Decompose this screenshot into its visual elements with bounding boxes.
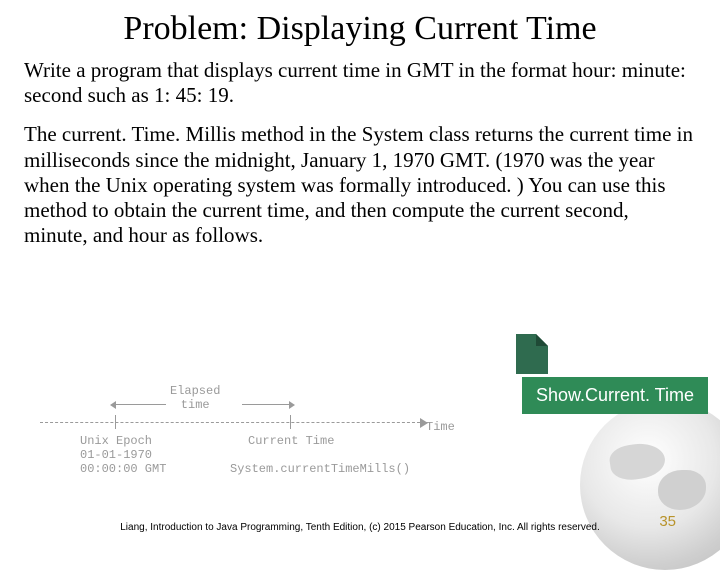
slide: Problem: Displaying Current Time Write a…	[0, 0, 720, 540]
elapsed-arrow-left	[116, 404, 166, 405]
timeline-axis	[40, 422, 420, 423]
method-call-label: System.currentTimeMills()	[230, 462, 410, 476]
tick-current-time	[290, 415, 291, 429]
unix-epoch-label: Unix Epoch	[80, 434, 152, 448]
unix-epoch-time: 00:00:00 GMT	[80, 462, 166, 476]
time-axis-label: Time	[426, 420, 455, 434]
page-number: 35	[659, 513, 676, 530]
paragraph-2: The current. Time. Millis method in the …	[24, 122, 696, 248]
slide-title: Problem: Displaying Current Time	[24, 10, 696, 48]
elapsed-time-label: Elapsed time	[170, 384, 220, 412]
current-time-label: Current Time	[248, 434, 334, 448]
timeline-diagram: Elapsed time Unix Epoch 01-01-1970 00:00…	[30, 384, 450, 494]
globe-icon	[580, 400, 720, 570]
elapsed-arrow-right	[242, 404, 289, 405]
document-icon	[516, 334, 548, 374]
show-current-time-button[interactable]: Show.Current. Time	[522, 377, 708, 414]
tick-unix-epoch	[115, 415, 116, 429]
unix-epoch-date: 01-01-1970	[80, 448, 152, 462]
paragraph-1: Write a program that displays current ti…	[24, 58, 696, 108]
copyright-footer: Liang, Introduction to Java Programming,…	[0, 522, 720, 534]
